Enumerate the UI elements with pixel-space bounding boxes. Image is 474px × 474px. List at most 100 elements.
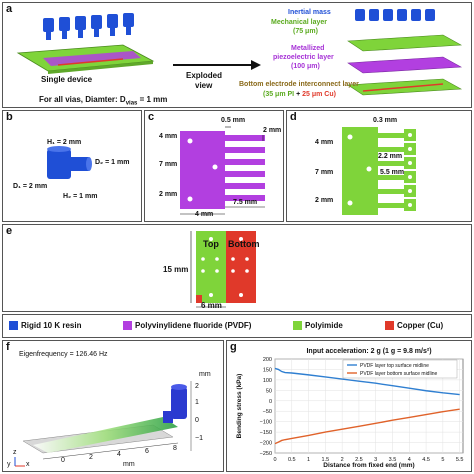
legend-swatch-resin xyxy=(9,321,18,330)
dim-15: 15 mm xyxy=(163,265,189,274)
exploded-label: Exploded xyxy=(186,71,223,80)
panel-label-c: c xyxy=(148,111,155,123)
x-unit-label: mm xyxy=(123,461,135,468)
legend-item-copper: Copper (Cu) xyxy=(385,321,443,330)
panel-c: c 0.5 mm 2 mm 4 mm 7 mm 2 mm 7.5 mm 4 mm xyxy=(144,110,284,222)
x-tick-8: 8 xyxy=(173,445,177,452)
dim-7: 7 mm xyxy=(159,161,178,168)
x-tick-2: 2 xyxy=(89,454,93,461)
axis-x-label: x xyxy=(26,461,30,468)
pvdf-layer-drawing xyxy=(180,126,265,215)
y-tick-label: 200 xyxy=(263,357,272,363)
x-tick-label: 4 xyxy=(408,457,411,463)
legend-item-resin: Rigid 10 K resin xyxy=(9,321,81,330)
mode-shape-drawing xyxy=(14,381,192,467)
dim-4: 4 mm xyxy=(315,139,334,146)
panel-e: e Top Bottom 15 mm 6 mm xyxy=(2,224,472,312)
x-tick-label: 0.5 xyxy=(288,457,296,463)
dim-2-bottom: 2 mm xyxy=(159,191,178,198)
x-tick-label: 3 xyxy=(374,457,377,463)
vias-note-sub: vias xyxy=(125,100,138,107)
vias-note-value: = 1 mm xyxy=(137,95,168,104)
z-tick-2: 2 xyxy=(195,383,199,390)
x-tick-0: 0 xyxy=(61,457,65,464)
exploded-masses xyxy=(355,9,435,21)
top-label: Top xyxy=(203,239,219,249)
x-tick-label: 5.5 xyxy=(456,457,464,463)
panel-label-b: b xyxy=(6,111,13,123)
legend-item-polyimide: Polyimide xyxy=(293,321,343,330)
piezo-layer-label: piezoelectric layer xyxy=(273,54,334,61)
legend-label-polyimide: Polyimide xyxy=(305,321,343,330)
inertial-mass-label: Inertial mass xyxy=(288,9,331,16)
y-tick-label: −50 xyxy=(263,409,272,415)
dim-4-bottom: 4 mm xyxy=(195,211,214,218)
panel-g: g 200 150 100 50 0 −50 −100 −150 −200 −250 0 0.5 1 1.… xyxy=(226,340,472,472)
chart-legend-box xyxy=(342,359,458,379)
dim-2-d: 2 mm xyxy=(315,197,334,204)
material-legend: Rigid 10 K resin Polyvinylidene fluoride… xyxy=(2,314,472,338)
dim-h2: H₂ = 1 mm xyxy=(63,193,98,200)
x-tick-label: 1 xyxy=(307,457,310,463)
y-tick-label: −200 xyxy=(260,441,272,447)
legend-label-pvdf: Polyvinylidene fluoride (PVDF) xyxy=(135,321,252,330)
exploded-mechanical-layer xyxy=(347,34,463,52)
dim-7-d: 7 mm xyxy=(315,169,334,176)
y-tick-label: −150 xyxy=(260,430,272,436)
dim-22: 2.2 mm xyxy=(378,153,403,160)
legend-label-resin: Rigid 10 K resin xyxy=(21,321,82,330)
z-tick-minus1: −1 xyxy=(195,435,203,442)
x-tick-6: 6 xyxy=(145,448,149,455)
dim-h1: H₁ = 2 mm xyxy=(47,139,82,146)
legend-swatch-pvdf xyxy=(123,321,132,330)
series-line-top-surface xyxy=(274,367,460,396)
panel-a: a Inertial mass Mechanical layer xyxy=(2,2,472,108)
y-tick-label: 0 xyxy=(269,399,272,405)
exploded-piezo-layer xyxy=(347,56,463,74)
vias-note-text: For all vias, Diamter: D xyxy=(39,95,126,104)
x-tick-label: 3.5 xyxy=(389,457,397,463)
dim-4-left: 4 mm xyxy=(159,133,178,140)
polyimide-layer-drawing xyxy=(342,127,416,215)
panel-label-a: a xyxy=(6,3,13,15)
legend-swatch-copper xyxy=(385,321,394,330)
panel-d: d 0.3 mm 4 mm 2.2 mm 7 mm 5.5 mm 2 mm xyxy=(286,110,472,222)
chart-title: Input acceleration: 2 g (1 g = 9.8 m/s²) xyxy=(306,348,431,355)
x-tick-label: 2 xyxy=(341,457,344,463)
dim-03: 0.3 mm xyxy=(373,117,398,124)
x-tick-4: 4 xyxy=(117,451,121,458)
x-axis-label: Distance from fixed end (mm) xyxy=(323,462,414,469)
bottom-thickness-label: (35 μm PI + 25 μm Cu) xyxy=(263,91,336,98)
view-label: view xyxy=(195,81,213,90)
legend-label-copper: Copper (Cu) xyxy=(397,321,444,330)
legend-entry-1: PVDF layer bottom surface midline xyxy=(360,371,437,377)
dim-d2: D₂ = 1 mm xyxy=(95,159,130,166)
legend-swatch-polyimide xyxy=(293,321,302,330)
legend-item-pvdf: Polyvinylidene fluoride (PVDF) xyxy=(123,321,251,330)
x-tick-label: 2.5 xyxy=(355,457,363,463)
bottom-thickness-pi: (35 μm PI xyxy=(263,91,295,98)
dim-75: 7.5 mm xyxy=(233,199,258,206)
x-tick-label: 0 xyxy=(273,457,276,463)
x-tick-label: 5 xyxy=(441,457,444,463)
y-tick-label: 50 xyxy=(266,388,272,394)
panel-f: f Eigenfrequency = 126.46 Hz mm 2 1 0 −1… xyxy=(2,340,224,472)
y-tick-label: −100 xyxy=(260,420,272,426)
metallized-label: Metallized xyxy=(291,45,325,52)
inertial-mass-cylinders xyxy=(43,13,134,40)
dim-2-top: 2 mm xyxy=(263,127,282,134)
panel-label-f: f xyxy=(6,341,10,353)
bottom-thickness-cu: 25 μm Cu) xyxy=(302,91,336,98)
panel-b: b H₁ = 2 mm D₂ = 1 mm D₁ = 2 mm H₂ = 1 m… xyxy=(2,110,142,222)
z-tick-1: 1 xyxy=(195,399,199,406)
dim-6: 6 mm xyxy=(201,301,222,310)
bottom-label: Bottom xyxy=(228,239,260,249)
axis-z-label: z xyxy=(13,449,17,456)
y-tick-label: 100 xyxy=(263,378,272,384)
axis-y-label: y xyxy=(7,461,11,468)
x-tick-label: 1.5 xyxy=(322,457,330,463)
dim-d1: D₁ = 2 mm xyxy=(13,183,48,190)
y-axis-label: Bending stress (kPa) xyxy=(236,374,243,439)
eigenfrequency-label: Eigenfrequency = 126.46 Hz xyxy=(19,351,108,358)
